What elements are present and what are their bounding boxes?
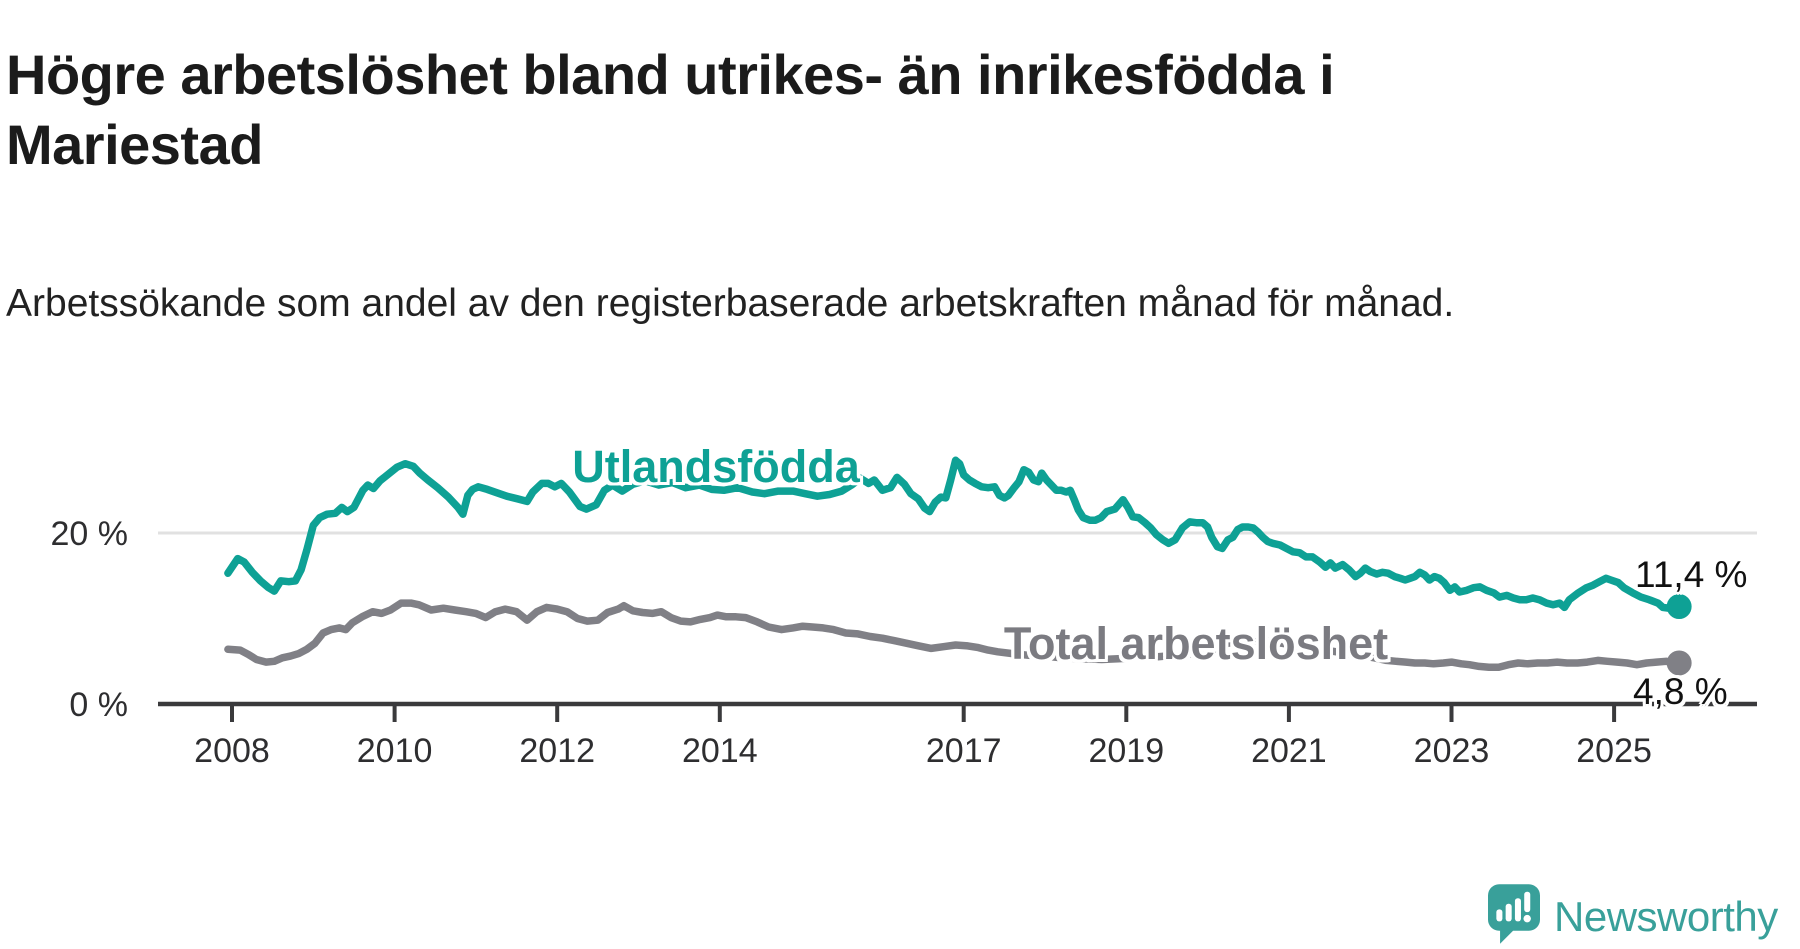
line-series-0 (224, 456, 1683, 614)
chart-subtitle: Arbetssökande som andel av den registerb… (6, 282, 1455, 325)
end-value-total-arbetsloshet: 4,8 % (1633, 671, 1728, 712)
x-tick-label-2012: 2012 (519, 732, 595, 770)
x-tick-label-2017: 2017 (926, 732, 1002, 770)
x-tick-label-2014: 2014 (682, 732, 758, 770)
end-dot-series-1 (1666, 650, 1692, 676)
x-tick-label-2025: 2025 (1576, 732, 1652, 770)
y-tick-label-0: 0 % (69, 686, 128, 724)
x-tick-label-2021: 2021 (1251, 732, 1327, 770)
y-tick-label-20: 20 % (51, 515, 129, 553)
newsworthy-logo-icon (1488, 884, 1540, 949)
end-dot-series-0 (1666, 594, 1692, 620)
chart-title: Högre arbetslöshet bland utrikes- än inr… (6, 42, 1335, 176)
x-tick-label-2023: 2023 (1414, 732, 1490, 770)
x-tick-label-2010: 2010 (357, 732, 433, 770)
x-tick-label-2008: 2008 (194, 732, 270, 770)
newsworthy-logo-text: Newsworthy (1554, 892, 1778, 940)
line-series-1 (224, 599, 1683, 671)
end-value-utlandsfodda: 11,4 % (1635, 554, 1748, 595)
x-tick-label-2019: 2019 (1088, 732, 1164, 770)
newsworthy-branding: Newsworthy (1488, 884, 1778, 949)
